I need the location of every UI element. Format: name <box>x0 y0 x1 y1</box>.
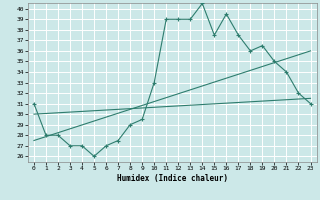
X-axis label: Humidex (Indice chaleur): Humidex (Indice chaleur) <box>117 174 228 183</box>
